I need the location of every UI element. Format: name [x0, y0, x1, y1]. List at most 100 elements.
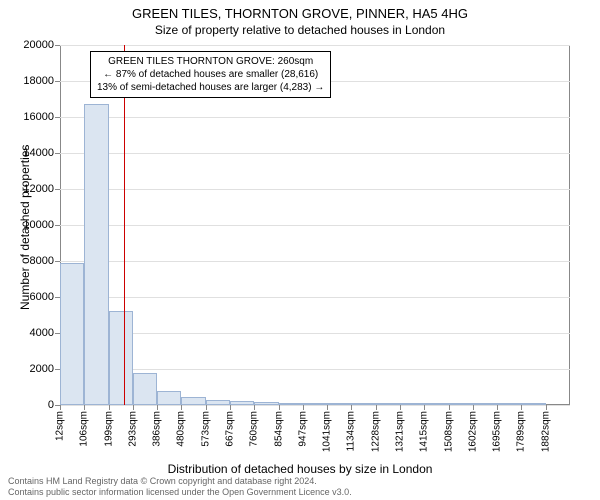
x-tick-mark — [497, 405, 498, 410]
x-tick-label: 480sqm — [176, 411, 187, 447]
x-tick-mark — [351, 405, 352, 410]
gridline — [60, 405, 570, 406]
y-tick-label: 0 — [48, 399, 54, 411]
histogram-bar — [497, 403, 521, 405]
x-tick-mark — [400, 405, 401, 410]
x-tick-mark — [473, 405, 474, 410]
title-block: GREEN TILES, THORNTON GROVE, PINNER, HA5… — [0, 0, 600, 37]
plot-area: 0200040006000800010000120001400016000180… — [60, 45, 570, 405]
x-tick-label: 573sqm — [200, 411, 211, 447]
histogram-bar — [60, 263, 84, 405]
histogram-bar — [279, 403, 303, 405]
y-tick-label: 4000 — [30, 327, 54, 339]
x-tick-label: 386sqm — [152, 411, 163, 447]
y-tick-label: 2000 — [30, 363, 54, 375]
y-tick-mark — [55, 189, 60, 190]
x-tick-mark — [181, 405, 182, 410]
x-tick-label: 1882sqm — [540, 411, 551, 452]
x-tick-mark — [109, 405, 110, 410]
y-tick-mark — [55, 153, 60, 154]
histogram-bar — [109, 311, 133, 405]
x-tick-mark — [303, 405, 304, 410]
x-tick-label: 854sqm — [273, 411, 284, 447]
gridline — [60, 117, 570, 118]
x-tick-label: 106sqm — [79, 411, 90, 447]
y-tick-label: 8000 — [30, 255, 54, 267]
y-tick-mark — [55, 81, 60, 82]
histogram-bar — [351, 403, 375, 405]
x-tick-label: 199sqm — [103, 411, 114, 447]
x-tick-label: 1508sqm — [443, 411, 454, 452]
x-tick-label: 667sqm — [225, 411, 236, 447]
histogram-bar — [303, 403, 327, 405]
gridline — [60, 225, 570, 226]
gridline — [60, 261, 570, 262]
annotation-line1: GREEN TILES THORNTON GROVE: 260sqm — [97, 55, 324, 68]
x-tick-mark — [521, 405, 522, 410]
histogram-bar — [181, 397, 205, 405]
gridline — [60, 153, 570, 154]
histogram-bar — [327, 403, 351, 405]
x-tick-label: 12sqm — [55, 411, 66, 441]
histogram-bar — [133, 373, 157, 405]
gridline — [60, 333, 570, 334]
annotation-box: GREEN TILES THORNTON GROVE: 260sqm ← 87%… — [90, 51, 331, 98]
x-tick-label: 1321sqm — [395, 411, 406, 452]
x-tick-label: 1041sqm — [322, 411, 333, 452]
chart-title: GREEN TILES, THORNTON GROVE, PINNER, HA5… — [0, 6, 600, 21]
annotation-line3: 13% of semi-detached houses are larger (… — [97, 81, 324, 94]
histogram-bar — [157, 391, 181, 405]
y-tick-label: 18000 — [23, 75, 54, 87]
y-tick-mark — [55, 45, 60, 46]
histogram-bar — [230, 401, 254, 405]
x-tick-label: 293sqm — [127, 411, 138, 447]
footer-line1: Contains HM Land Registry data © Crown c… — [8, 476, 352, 487]
x-tick-mark — [60, 405, 61, 410]
histogram-bar — [473, 403, 497, 405]
y-tick-mark — [55, 225, 60, 226]
x-tick-label: 1134sqm — [346, 411, 357, 451]
x-tick-label: 1789sqm — [516, 411, 527, 452]
x-tick-label: 1228sqm — [370, 411, 381, 452]
x-axis-label: Distribution of detached houses by size … — [0, 462, 600, 476]
footer-line2: Contains public sector information licen… — [8, 487, 352, 498]
y-tick-label: 10000 — [23, 219, 54, 231]
x-tick-mark — [376, 405, 377, 410]
gridline — [60, 189, 570, 190]
x-tick-mark — [157, 405, 158, 410]
x-tick-label: 1415sqm — [419, 411, 430, 452]
histogram-bar — [206, 400, 230, 405]
x-tick-mark — [84, 405, 85, 410]
y-tick-label: 14000 — [23, 147, 54, 159]
annotation-line2: ← 87% of detached houses are smaller (28… — [97, 68, 324, 81]
histogram-bar — [424, 403, 448, 405]
gridline — [60, 297, 570, 298]
y-tick-label: 16000 — [23, 111, 54, 123]
y-tick-label: 12000 — [23, 183, 54, 195]
x-tick-mark — [133, 405, 134, 410]
x-tick-label: 1602sqm — [467, 411, 478, 452]
x-tick-mark — [279, 405, 280, 410]
property-marker-line — [124, 45, 125, 405]
histogram-bar — [376, 403, 400, 405]
histogram-bar — [449, 403, 473, 405]
y-tick-label: 20000 — [23, 39, 54, 51]
x-tick-mark — [327, 405, 328, 410]
x-tick-mark — [206, 405, 207, 410]
y-tick-mark — [55, 117, 60, 118]
y-tick-label: 6000 — [30, 291, 54, 303]
histogram-bar — [254, 402, 278, 405]
histogram-bar — [84, 104, 108, 405]
x-tick-mark — [230, 405, 231, 410]
gridline — [60, 45, 570, 46]
x-tick-mark — [424, 405, 425, 410]
chart-subtitle: Size of property relative to detached ho… — [0, 23, 600, 37]
histogram-bar — [521, 403, 545, 405]
histogram-bar — [400, 403, 424, 405]
x-tick-mark — [449, 405, 450, 410]
footer-attribution: Contains HM Land Registry data © Crown c… — [8, 476, 352, 498]
x-tick-mark — [546, 405, 547, 410]
x-tick-mark — [254, 405, 255, 410]
chart-container: GREEN TILES, THORNTON GROVE, PINNER, HA5… — [0, 0, 600, 500]
x-tick-label: 947sqm — [297, 411, 308, 447]
